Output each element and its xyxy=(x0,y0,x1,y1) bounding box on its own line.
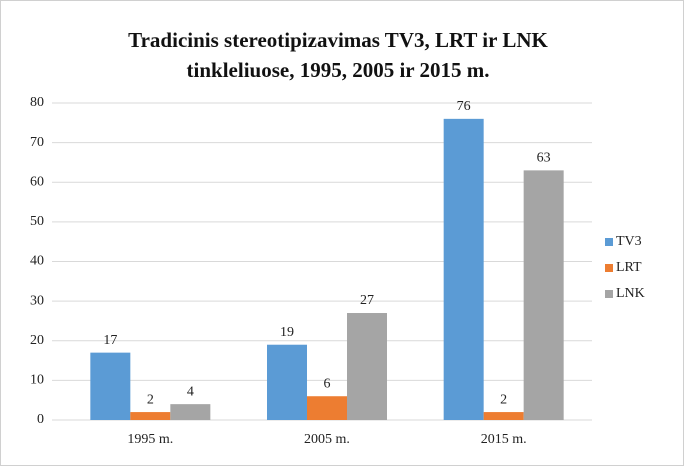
legend-swatch xyxy=(605,290,613,298)
bar xyxy=(443,118,484,420)
legend-swatch xyxy=(605,264,613,272)
y-tick-label: 20 xyxy=(30,333,44,348)
x-tick-label: 1995 m. xyxy=(127,432,173,447)
bar xyxy=(170,404,211,420)
legend-label: TV3 xyxy=(616,234,642,249)
data-label: 2 xyxy=(147,392,154,407)
bar xyxy=(523,170,564,420)
y-tick-label: 10 xyxy=(30,373,44,388)
legend-swatch xyxy=(605,238,613,246)
x-tick-label: 2005 m. xyxy=(304,432,350,447)
y-tick-label: 60 xyxy=(30,174,44,189)
bar xyxy=(347,313,387,420)
legend-label: LRT xyxy=(616,260,642,275)
y-tick-label: 50 xyxy=(30,214,44,229)
data-label: 17 xyxy=(103,333,117,348)
bar xyxy=(483,412,524,420)
data-label: 76 xyxy=(457,99,471,114)
x-tick-label: 2015 m. xyxy=(481,432,527,447)
legend-label: LNK xyxy=(616,286,645,301)
data-label: 19 xyxy=(280,325,294,340)
data-label: 2 xyxy=(500,392,507,407)
data-label: 63 xyxy=(537,151,551,166)
data-label: 6 xyxy=(324,376,331,391)
y-tick-label: 40 xyxy=(30,254,44,269)
chart-title: tinkleliuose, 1995, 2005 ir 2015 m. xyxy=(187,58,490,82)
data-label: 27 xyxy=(360,293,374,308)
bar xyxy=(307,396,347,420)
chart-title: Tradicinis stereotipizavimas TV3, LRT ir… xyxy=(128,28,548,52)
bar xyxy=(267,344,307,420)
data-label: 4 xyxy=(187,384,194,399)
bar xyxy=(90,352,131,420)
bar xyxy=(130,412,171,420)
y-tick-label: 0 xyxy=(37,412,44,427)
y-tick-label: 30 xyxy=(30,293,44,308)
y-tick-label: 70 xyxy=(30,135,44,150)
y-tick-label: 80 xyxy=(30,95,44,110)
